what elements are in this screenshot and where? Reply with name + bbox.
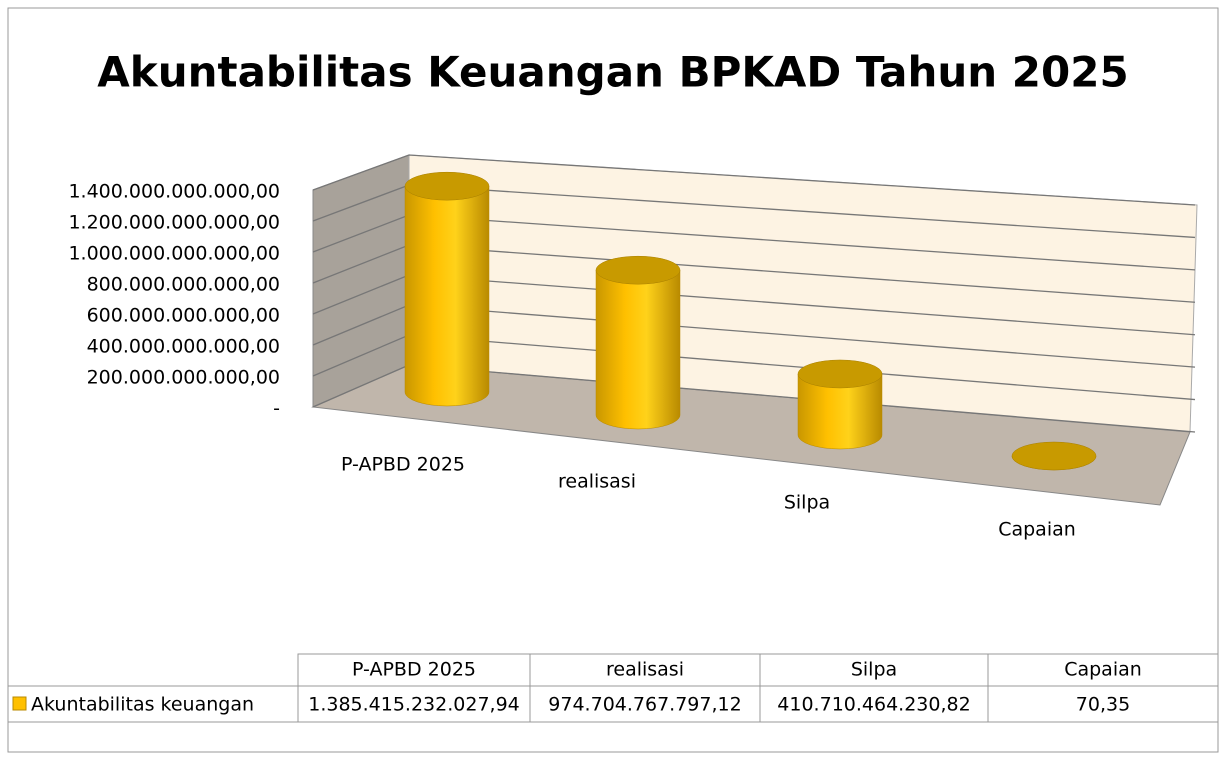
legend-key bbox=[12, 696, 27, 711]
bar-top bbox=[595, 255, 681, 285]
table-header: Capaian bbox=[1064, 659, 1142, 681]
table-value: 410.710.464.230,82 bbox=[777, 694, 970, 716]
x-tick-label: Capaian bbox=[998, 519, 1076, 541]
y-tick-label: 1.400.000.000.000,00 bbox=[68, 181, 280, 203]
bar-top bbox=[404, 171, 490, 201]
y-tick-label: 400.000.000.000,00 bbox=[87, 336, 280, 358]
y-tick-label: 200.000.000.000,00 bbox=[87, 367, 280, 389]
bar bbox=[595, 269, 681, 430]
table-header: Silpa bbox=[851, 659, 897, 681]
table-value: 1.385.415.232.027,94 bbox=[308, 694, 520, 716]
y-tick-label: 800.000.000.000,00 bbox=[87, 274, 280, 296]
table-header: realisasi bbox=[606, 659, 684, 681]
grid-line bbox=[312, 154, 1196, 206]
x-tick-label: P-APBD 2025 bbox=[341, 454, 465, 476]
x-tick-label: realisasi bbox=[558, 471, 636, 493]
y-tick-label: 1.200.000.000.000,00 bbox=[68, 212, 280, 234]
bar-top bbox=[797, 359, 883, 389]
table-value: 70,35 bbox=[1076, 694, 1130, 716]
y-tick-label: 1.000.000.000.000,00 bbox=[68, 243, 280, 265]
table-value: 974.704.767.797,12 bbox=[548, 694, 741, 716]
table-header: P-APBD 2025 bbox=[352, 659, 476, 681]
data-table bbox=[7, 653, 1219, 723]
y-tick-label: - bbox=[273, 398, 280, 420]
bar bbox=[404, 185, 490, 407]
legend-label: Akuntabilitas keuangan bbox=[31, 694, 254, 716]
x-tick-label: Silpa bbox=[784, 492, 830, 514]
y-tick-label: 600.000.000.000,00 bbox=[87, 305, 280, 327]
chart-title: Akuntabilitas Keuangan BPKAD Tahun 2025 bbox=[97, 48, 1128, 97]
bar-top bbox=[1011, 441, 1097, 471]
bar bbox=[797, 373, 883, 450]
